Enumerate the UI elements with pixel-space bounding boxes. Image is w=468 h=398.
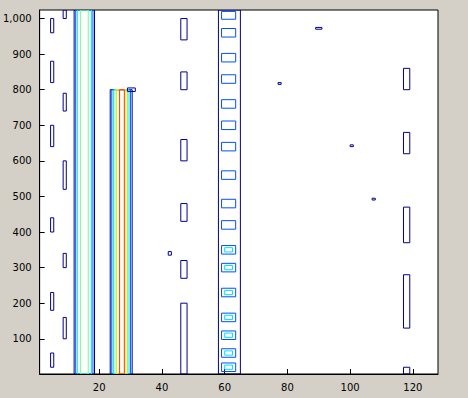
svg-text:60: 60 <box>218 382 231 393</box>
svg-text:20: 20 <box>93 382 106 393</box>
svg-text:700: 700 <box>13 120 32 131</box>
svg-text:40: 40 <box>156 382 169 393</box>
svg-text:800: 800 <box>13 84 32 95</box>
svg-text:120: 120 <box>403 382 422 393</box>
svg-text:400: 400 <box>13 227 32 238</box>
svg-text:1,000: 1,000 <box>3 13 32 24</box>
svg-text:600: 600 <box>13 155 32 166</box>
svg-text:900: 900 <box>13 49 32 60</box>
svg-text:100: 100 <box>13 333 32 344</box>
svg-text:100: 100 <box>341 382 360 393</box>
svg-text:80: 80 <box>281 382 294 393</box>
svg-text:200: 200 <box>13 298 32 309</box>
svg-text:500: 500 <box>13 191 32 202</box>
svg-text:300: 300 <box>13 262 32 273</box>
